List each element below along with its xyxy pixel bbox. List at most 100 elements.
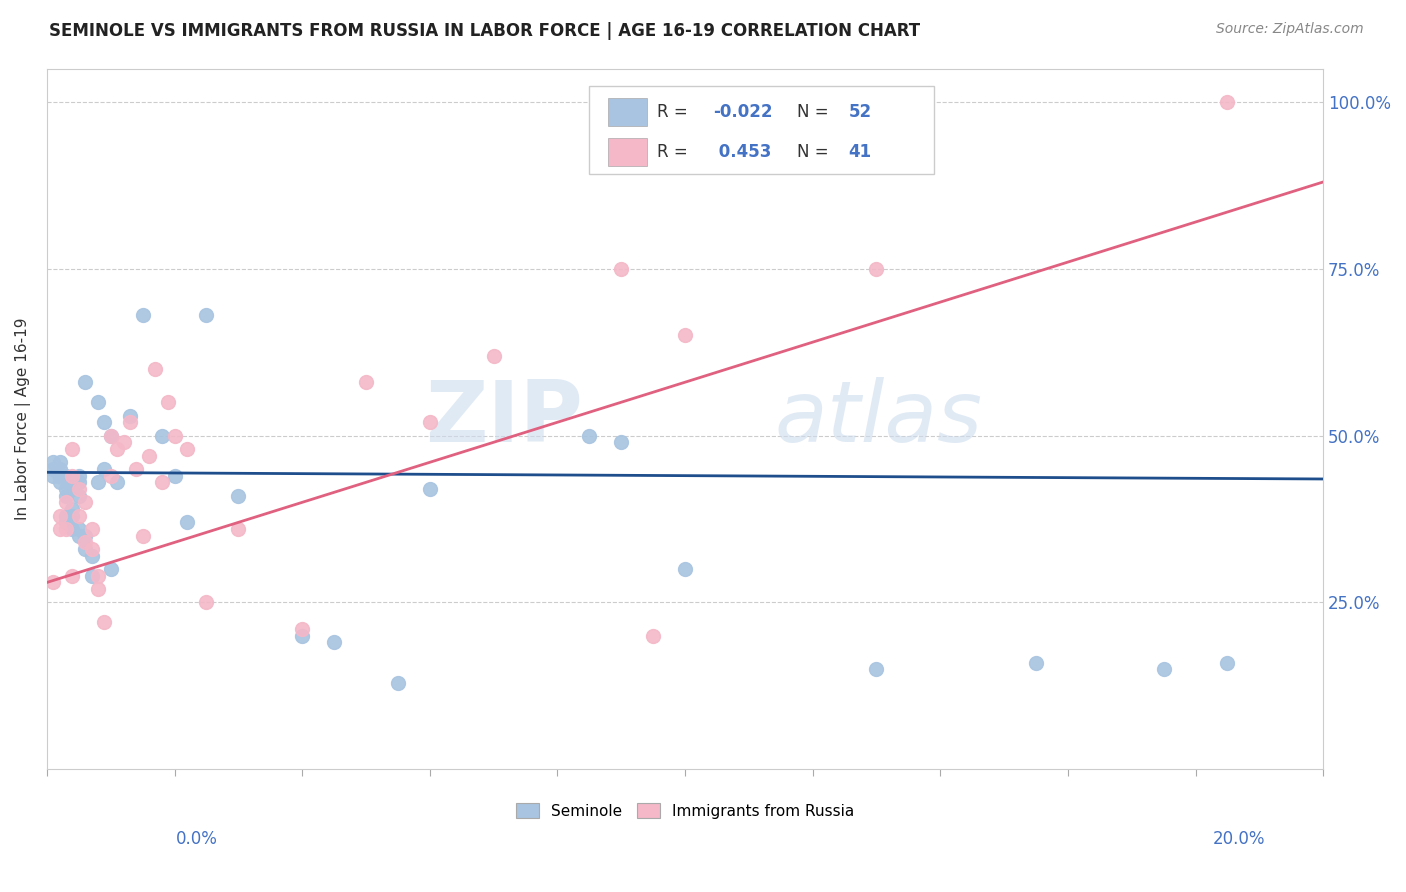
Point — [387, 675, 409, 690]
Point — [157, 395, 180, 409]
Point — [55, 489, 77, 503]
Point — [67, 508, 90, 523]
Point — [67, 522, 90, 536]
Point — [1216, 656, 1239, 670]
Legend: Seminole, Immigrants from Russia: Seminole, Immigrants from Russia — [509, 797, 860, 825]
Point — [865, 261, 887, 276]
Point — [150, 475, 173, 490]
Point — [100, 468, 122, 483]
Point — [42, 575, 65, 590]
Point — [354, 375, 377, 389]
Point — [112, 435, 135, 450]
Point — [100, 428, 122, 442]
Point — [1153, 662, 1175, 676]
Point — [48, 475, 70, 490]
Point — [67, 529, 90, 543]
Point — [55, 495, 77, 509]
Point — [105, 442, 128, 456]
Y-axis label: In Labor Force | Age 16-19: In Labor Force | Age 16-19 — [15, 318, 31, 520]
Point — [55, 508, 77, 523]
Point — [67, 489, 90, 503]
Point — [105, 475, 128, 490]
Text: R =: R = — [657, 143, 693, 161]
Point — [48, 455, 70, 469]
Point — [67, 475, 90, 490]
Point — [291, 622, 314, 636]
Point — [228, 489, 250, 503]
Point — [482, 349, 505, 363]
Point — [75, 495, 97, 509]
Point — [55, 522, 77, 536]
Point — [42, 462, 65, 476]
Text: 0.453: 0.453 — [713, 143, 772, 161]
Point — [87, 395, 110, 409]
Point — [291, 629, 314, 643]
Point — [176, 442, 198, 456]
Point — [48, 468, 70, 483]
Point — [48, 522, 70, 536]
Point — [87, 475, 110, 490]
Point — [673, 562, 696, 576]
Point — [75, 542, 97, 557]
Text: 20.0%: 20.0% — [1213, 830, 1265, 847]
FancyBboxPatch shape — [609, 98, 647, 126]
Point — [118, 409, 141, 423]
Point — [55, 482, 77, 496]
Point — [48, 508, 70, 523]
Point — [93, 462, 115, 476]
Point — [80, 522, 103, 536]
Text: ZIP: ZIP — [425, 377, 583, 460]
Point — [100, 428, 122, 442]
Point — [80, 568, 103, 582]
Point — [578, 428, 600, 442]
Point — [150, 428, 173, 442]
Point — [1025, 656, 1047, 670]
Text: R =: R = — [657, 103, 693, 120]
Point — [1216, 95, 1239, 109]
FancyBboxPatch shape — [609, 138, 647, 166]
Text: N =: N = — [797, 103, 834, 120]
Text: -0.022: -0.022 — [713, 103, 773, 120]
Point — [80, 542, 103, 557]
Point — [138, 449, 160, 463]
Point — [75, 529, 97, 543]
Point — [75, 535, 97, 549]
Point — [643, 629, 665, 643]
Point — [323, 635, 346, 649]
Point — [48, 462, 70, 476]
Point — [87, 568, 110, 582]
Point — [42, 455, 65, 469]
Point — [163, 428, 186, 442]
Point — [131, 309, 153, 323]
Point — [419, 482, 441, 496]
Point — [62, 442, 84, 456]
Point — [145, 362, 167, 376]
Point — [55, 516, 77, 530]
Point — [80, 549, 103, 563]
Point — [48, 468, 70, 483]
Text: Source: ZipAtlas.com: Source: ZipAtlas.com — [1216, 22, 1364, 37]
Point — [62, 522, 84, 536]
Point — [87, 582, 110, 596]
Point — [176, 516, 198, 530]
Point — [62, 502, 84, 516]
Text: SEMINOLE VS IMMIGRANTS FROM RUSSIA IN LABOR FORCE | AGE 16-19 CORRELATION CHART: SEMINOLE VS IMMIGRANTS FROM RUSSIA IN LA… — [49, 22, 921, 40]
Point — [195, 595, 218, 609]
Point — [100, 562, 122, 576]
Point — [55, 468, 77, 483]
Text: 41: 41 — [848, 143, 872, 161]
Point — [62, 482, 84, 496]
Point — [125, 462, 148, 476]
Text: 0.0%: 0.0% — [176, 830, 218, 847]
Point — [93, 415, 115, 429]
Point — [62, 508, 84, 523]
Point — [610, 435, 633, 450]
Point — [865, 662, 887, 676]
Text: atlas: atlas — [775, 377, 983, 460]
Point — [67, 482, 90, 496]
Text: 52: 52 — [848, 103, 872, 120]
Point — [131, 529, 153, 543]
Point — [673, 328, 696, 343]
Point — [62, 568, 84, 582]
Point — [93, 615, 115, 630]
